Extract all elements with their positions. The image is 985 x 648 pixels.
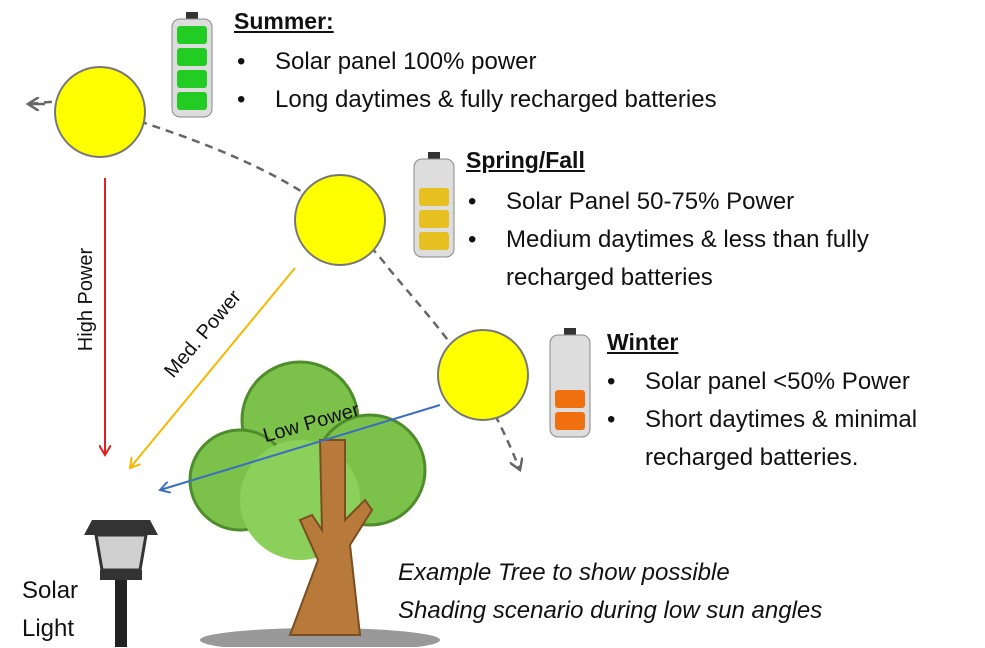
light-label: Light — [22, 610, 74, 648]
bullet: Short daytimes & minimal recharged batte… — [645, 401, 985, 477]
caption: Shading scenario during low sun angles — [398, 592, 822, 630]
season-title: Winter — [607, 323, 678, 361]
caption: Example Tree to show possible — [398, 554, 730, 592]
battery-full — [172, 12, 212, 117]
battery-low — [550, 328, 590, 437]
light-label: Solar — [22, 572, 78, 610]
season-title: Spring/Fall — [466, 141, 585, 179]
solar-light — [84, 520, 158, 647]
bullet: Solar panel 100% power — [275, 43, 537, 81]
bullet: Solar Panel 50-75% Power — [506, 183, 976, 221]
sun — [438, 330, 528, 420]
bullet: Solar panel <50% Power — [645, 363, 985, 401]
bullet: Medium daytimes & less than fully rechar… — [506, 221, 976, 297]
sun — [295, 175, 385, 265]
battery-medium — [414, 152, 454, 257]
bullet: Long daytimes & fully recharged batterie… — [275, 81, 717, 119]
sun — [55, 67, 145, 157]
ray-label: High Power — [75, 248, 98, 351]
page: {"seasons":[ {"title":"Summer:","bullets… — [0, 0, 985, 647]
season-title: Summer: — [234, 2, 334, 40]
